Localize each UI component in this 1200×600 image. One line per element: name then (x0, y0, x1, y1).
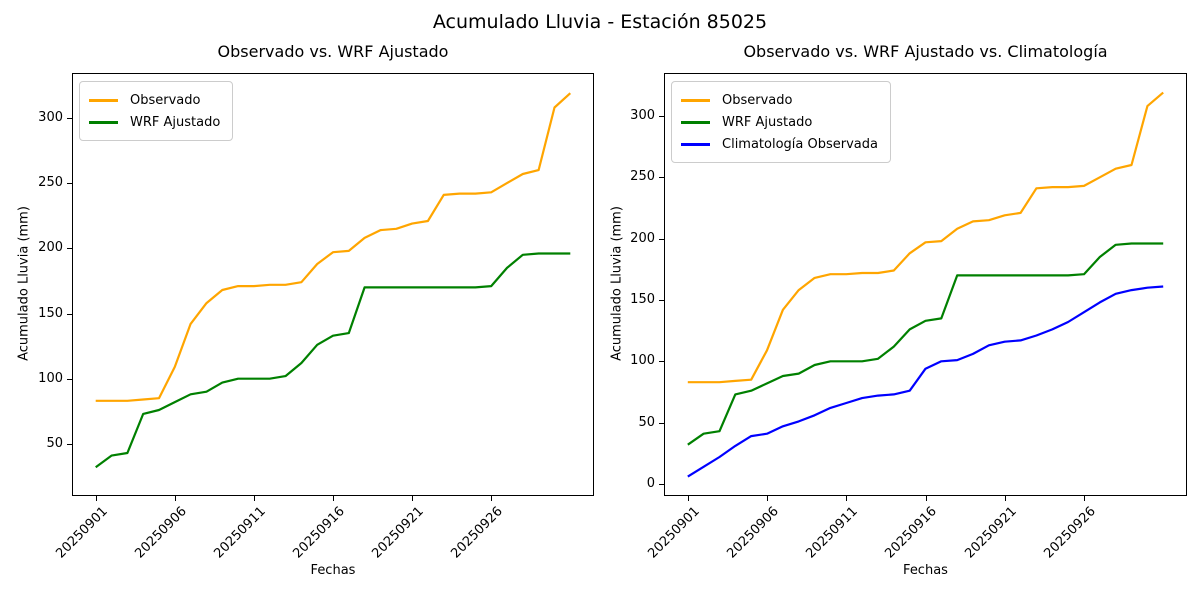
y-tick-mark (67, 183, 72, 185)
legend-label: Observado (130, 92, 201, 108)
x-tick-label: 20250926 (448, 504, 506, 562)
x-tick-mark (333, 496, 334, 501)
y-tick-mark (659, 422, 664, 424)
legend-entry: Climatología Observada (681, 133, 878, 155)
y-tick-mark (67, 118, 72, 119)
y-tick-label: 300 (630, 107, 655, 123)
y-tick-label: 300 (38, 109, 63, 125)
legend-label: Observado (722, 92, 793, 108)
y-tick-label: 50 (46, 435, 63, 451)
y-tick-mark (67, 378, 72, 380)
subplot-left-x-axis-label: Fechas (310, 563, 356, 578)
legend-entry: Observado (89, 89, 220, 111)
x-tick-label: 20250916 (882, 504, 941, 562)
subplot-right-plot-canvas (687, 91, 1164, 478)
x-tick-mark (174, 496, 176, 501)
y-tick-label: 100 (38, 370, 63, 386)
y-tick-label: 150 (38, 305, 63, 321)
x-tick-label: 20250911 (803, 504, 861, 562)
x-tick-label: 20250911 (211, 504, 269, 562)
subplot-left-plot-canvas (95, 92, 572, 469)
x-tick-mark (253, 496, 255, 501)
y-tick-mark (659, 238, 664, 240)
y-tick-label: 100 (630, 353, 655, 369)
legend-entry: WRF Ajustado (89, 111, 220, 133)
y-tick-mark (67, 443, 72, 445)
x-tick-mark (95, 496, 97, 501)
x-tick-label: 20250901 (644, 504, 703, 562)
legend-line-sample (89, 120, 118, 124)
subplot-right-plot-area: Observado WRF Ajustado Climatología Observ… (664, 73, 1187, 496)
line-series-observado (687, 91, 1164, 384)
line-series-observado (95, 92, 572, 402)
x-tick-label: 20250906 (132, 504, 190, 562)
subplot-right-x-axis-label: Fechas (903, 563, 948, 578)
line-series-wrf-ajustado (687, 242, 1164, 446)
subplot-left-plot-area: Observado WRF Ajustado (72, 73, 594, 496)
x-tick-mark (687, 496, 689, 501)
legend-line-sample (681, 142, 710, 146)
legend-entry: WRF Ajustado (681, 111, 878, 133)
y-tick-label: 200 (630, 230, 655, 246)
y-tick-mark (67, 313, 72, 315)
y-tick-label: 150 (630, 291, 655, 307)
x-tick-mark (1004, 496, 1006, 501)
figure-title: Acumulado Lluvia - Estación 85025 (432, 11, 768, 33)
legend-line-sample (681, 98, 710, 102)
x-tick-label: 20250921 (369, 504, 427, 562)
legend-label: WRF Ajustado (722, 114, 813, 130)
y-tick-mark (659, 115, 664, 117)
y-tick-mark (659, 177, 664, 179)
subplot-right-title: Observado vs. WRF Ajustado vs. Climatolo… (743, 42, 1108, 61)
line-series-climatolog-a-observada (687, 285, 1164, 478)
x-tick-label: 20250921 (961, 504, 1020, 562)
x-tick-mark (846, 496, 848, 501)
legend-entry: Observado (681, 89, 878, 111)
x-tick-label: 20250926 (1041, 504, 1099, 562)
y-tick-label: 50 (638, 414, 655, 430)
x-tick-mark (412, 496, 414, 501)
y-tick-mark (659, 361, 664, 363)
legend-line-sample (89, 98, 118, 102)
x-tick-mark (491, 496, 493, 501)
subplot-left-y-axis-label: Acumulado Lluvia (mm) (16, 205, 32, 361)
subplot-left-legend: Observado WRF Ajustado (79, 81, 234, 141)
y-tick-mark (659, 300, 664, 301)
y-tick-label: 250 (630, 169, 655, 185)
x-tick-mark (1084, 496, 1085, 501)
x-tick-mark (767, 496, 768, 501)
line-series-wrf-ajustado (95, 252, 571, 469)
x-tick-label: 20250906 (724, 504, 782, 562)
legend-label: Climatología Observada (722, 136, 878, 152)
legend-line-sample (681, 120, 710, 124)
y-tick-label: 250 (38, 175, 63, 191)
subplot-right-legend: Observado WRF Ajustado Climatología Observ… (671, 81, 891, 163)
x-tick-label: 20250901 (52, 504, 111, 562)
y-tick-label: 200 (38, 240, 63, 256)
legend-label: WRF Ajustado (130, 114, 221, 130)
x-tick-label: 20250916 (290, 504, 348, 562)
x-tick-mark (925, 496, 927, 501)
y-tick-mark (67, 248, 72, 250)
y-tick-label: 0 (646, 475, 655, 491)
subplot-left-title: Observado vs. WRF Ajustado (217, 42, 449, 61)
y-tick-mark (659, 484, 664, 485)
